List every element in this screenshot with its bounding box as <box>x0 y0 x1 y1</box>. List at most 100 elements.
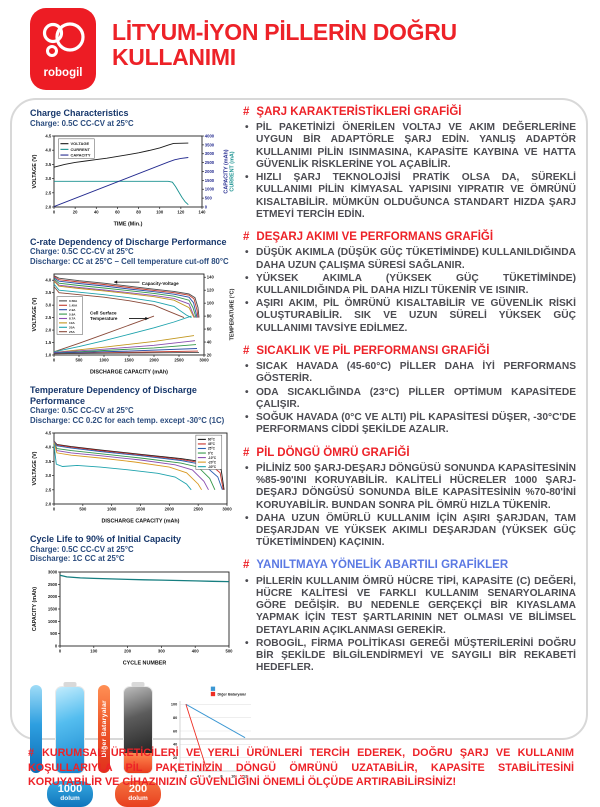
footer-text: KURUMSAL ÜRETİCİLERİ VE YERLİ ÜRÜNLERİ T… <box>28 747 574 789</box>
svg-text:1000: 1000 <box>48 619 58 624</box>
bad-badge-unit: dolum <box>128 795 148 803</box>
hash-icon: # <box>243 231 250 244</box>
chart-block-temperature-discharge: Temperature Dependency of Discharge Perf… <box>30 385 236 529</box>
chart-subtitle: Charge: 0.5C CC-CV at 25°C <box>30 118 134 128</box>
bullet-item: DAHA UZUN ÖMÜRLÜ KULLANIM İÇİN AŞIRI ŞAR… <box>243 513 576 550</box>
good-badge-unit: dolum <box>60 795 80 803</box>
svg-text:0: 0 <box>55 644 58 649</box>
svg-text:2000: 2000 <box>205 169 215 174</box>
bullet-item: PİLİNİZ 500 ŞARJ-DEŞARJ DÖNGÜSÜ SONUNDA … <box>243 463 576 512</box>
svg-text:3000: 3000 <box>48 570 58 575</box>
svg-text:100: 100 <box>90 649 98 654</box>
bullet-item: SOĞUK HAVADA (0°C VE ALTI) PİL KAPASİTES… <box>243 412 576 436</box>
svg-text:4.0: 4.0 <box>45 277 51 282</box>
chart-title: Temperature Dependency of Discharge Perf… <box>30 384 197 406</box>
section-yaniltici-grafikler: # YANILTMAYA YÖNELİK ABARTILI GRAFİKLER … <box>243 559 576 674</box>
page-title-line2: KULLANIMI <box>112 44 236 71</box>
svg-text:2.9A: 2.9A <box>69 308 76 312</box>
bad-battery-capsule-unit: Diğer Bataryalar <box>98 681 110 774</box>
svg-text:-20°C: -20°C <box>208 460 217 464</box>
good-badge-value: 1000 <box>57 783 83 796</box>
bullet-item: PİLLERİN KULLANIM ÖMRÜ HÜCRE TİPİ, KAPAS… <box>243 576 576 637</box>
svg-text:100: 100 <box>171 703 177 707</box>
svg-text:140: 140 <box>199 209 207 214</box>
chart-battery-comparison: 2 4 6 8 10 12 0 20 40 60 80 100 Diğer Bataryalar <box>166 683 254 788</box>
svg-text:40: 40 <box>207 339 212 344</box>
chart-title: Charge Characteristics <box>30 108 129 118</box>
chart-subtitle: Charge: 0.5C CC-CV at 25°C <box>30 247 134 257</box>
svg-text:0: 0 <box>59 649 62 654</box>
svg-text:25A: 25A <box>69 330 75 334</box>
svg-text:200: 200 <box>124 649 132 654</box>
chart-cycle-life: 0 100 200 300 400 500 0 500 1000 1500 2000 2500 3000… <box>30 566 236 671</box>
chart-subtitle: Charge: 0.5C CC-CV at 25°C <box>30 406 134 416</box>
svg-text:TIME (Min.): TIME (Min.) <box>114 221 143 227</box>
svg-text:0: 0 <box>53 507 56 512</box>
section-heading: SICAKLIK VE PİL PERFORMANSI GRAFİĞİ <box>256 344 490 357</box>
svg-text:60°C: 60°C <box>208 437 216 441</box>
section-sicaklik-performans: # SICAKLIK VE PİL PERFORMANSI GRAFİĞİ SI… <box>243 345 576 437</box>
chart-block-charge-characteristics: Charge Characteristics Charge: 0.5C CC-C… <box>30 108 236 232</box>
svg-text:45°C: 45°C <box>208 442 216 446</box>
bullet-list: PİL PAKETİNİZİ ÖNERİLEN VOLTAJ VE AKIM D… <box>243 122 576 221</box>
svg-text:100: 100 <box>156 209 164 214</box>
svg-text:400: 400 <box>192 649 200 654</box>
bullet-list: PİLİNİZ 500 ŞARJ-DEŞARJ DÖNGÜSÜ SONUNDA … <box>243 463 576 550</box>
hash-icon: # <box>243 106 250 118</box>
svg-text:2.0: 2.0 <box>45 501 51 506</box>
chart-temperature-discharge: 0 500 1000 1500 2000 2500 3000 2.0 2.5 3.0 3.5 4.0 4… <box>30 428 236 529</box>
hash-icon: # <box>28 747 35 759</box>
chart-subtitle: Discharge: CC at 25°C – Cell temperature… <box>30 257 229 267</box>
svg-text:0: 0 <box>53 357 56 362</box>
bullet-list: PİLLERİN KULLANIM ÖMRÜ HÜCRE TİPİ, KAPAS… <box>243 576 576 675</box>
svg-text:1.0: 1.0 <box>45 352 51 357</box>
svg-text:Temperature: Temperature <box>90 316 118 321</box>
svg-text:0.58A: 0.58A <box>69 299 78 303</box>
svg-text:1000: 1000 <box>99 357 109 362</box>
svg-text:60: 60 <box>173 729 177 733</box>
svg-text:1000: 1000 <box>107 507 117 512</box>
svg-text:5.8A: 5.8A <box>69 312 76 316</box>
svg-text:25°C: 25°C <box>208 447 216 451</box>
svg-text:1500: 1500 <box>48 607 58 612</box>
bullet-item: DÜŞÜK AKIMLA (DÜŞÜK GÜÇ TÜKETİMİNDE) KUL… <box>243 247 576 271</box>
page-title: LİTYUM-İYON PİLLERİN DOĞRU KULLANIMI <box>112 19 457 71</box>
section-desarj-akimi: # DEŞARJ AKIMI VE PERFORMANS GRAFİĞİ DÜŞ… <box>243 231 576 335</box>
chart-title: C-rate Dependency of Discharge Performan… <box>30 236 227 247</box>
bullet-item: ODA SICAKLIĞINDA (23°C) PİLLER OPTİMUM K… <box>243 387 576 411</box>
svg-text:3.0: 3.0 <box>45 473 51 478</box>
section-heading: ŞARJ KARAKTERİSTİKLERİ GRAFİĞİ <box>256 106 462 118</box>
svg-text:1500: 1500 <box>205 177 215 182</box>
chart-subtitle: Discharge: 1C CC at 25°C <box>30 554 125 564</box>
chart-crate-discharge: 0 500 1000 1500 2000 2500 3000 1.0 1.5 2.0 2.5 3.0 3… <box>30 269 236 380</box>
svg-text:500: 500 <box>226 649 234 654</box>
hash-icon: # <box>243 344 250 357</box>
svg-text:2000: 2000 <box>149 357 159 362</box>
svg-text:1500: 1500 <box>136 507 146 512</box>
chart-block-cycle-life: Cycle Life to 90% of Initial Capacity Ch… <box>30 534 236 671</box>
svg-text:2.5: 2.5 <box>45 487 51 492</box>
section-sarj-karakteristikleri: # ŞARJ KARAKTERİSTİKLERİ GRAFİĞİ PİL PAK… <box>243 106 576 221</box>
svg-text:80: 80 <box>136 209 141 214</box>
svg-text:3000: 3000 <box>222 507 232 512</box>
svg-text:2.5: 2.5 <box>45 315 51 320</box>
svg-text:10: 10 <box>231 774 235 778</box>
svg-text:8.7A: 8.7A <box>69 316 76 320</box>
svg-text:120: 120 <box>207 287 215 292</box>
bullet-item: YÜKSEK AKIMLA (YÜKSEK GÜÇ TÜKETİMİNDE) K… <box>243 273 576 297</box>
svg-text:4.5: 4.5 <box>45 430 51 435</box>
svg-text:1.5: 1.5 <box>45 340 51 345</box>
svg-text:2500: 2500 <box>174 357 184 362</box>
chart-block-crate-discharge: C-rate Dependency of Discharge Performan… <box>30 237 236 380</box>
robogil-circles-icon: robogil <box>42 22 85 79</box>
svg-text:Diğer Bataryalar: Diğer Bataryalar <box>218 693 247 697</box>
svg-text:VOLTAGE (V): VOLTAGE (V) <box>32 451 38 485</box>
svg-text:2: 2 <box>185 774 187 778</box>
svg-text:0: 0 <box>205 204 208 209</box>
svg-text:80: 80 <box>173 716 177 720</box>
robogil-logo: robogil <box>30 8 96 90</box>
svg-text:2500: 2500 <box>205 160 215 165</box>
chart-title: Cycle Life to 90% of Initial Capacity <box>30 533 182 544</box>
bad-battery-illustration <box>123 686 153 775</box>
svg-text:100: 100 <box>207 300 215 305</box>
